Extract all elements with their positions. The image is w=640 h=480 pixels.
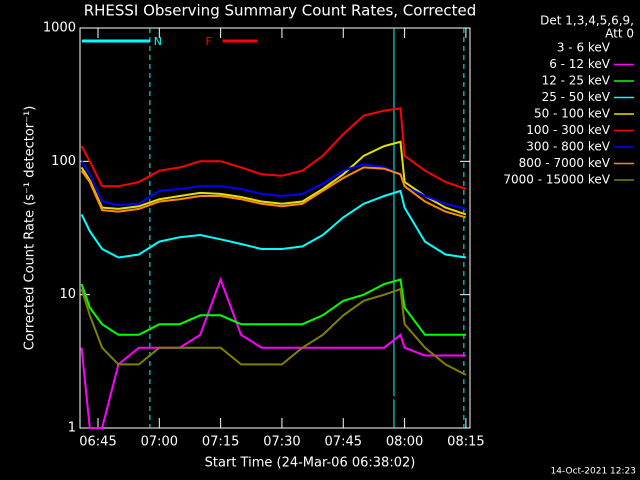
y-tick-label: 1000 bbox=[43, 21, 76, 36]
x-tick-label: 07:45 bbox=[325, 435, 362, 450]
legend-label: 25 - 50 keV bbox=[542, 90, 611, 104]
y-axis-label: Corrected Count Rate (s⁻¹ detector⁻¹) bbox=[23, 106, 38, 351]
legend-label: 300 - 800 keV bbox=[526, 140, 610, 154]
legend-title: Det 1,3,4,5,6,9, bbox=[540, 14, 634, 28]
legend-label: 7000 - 15000 keV bbox=[503, 173, 610, 187]
legend-label: 800 - 7000 keV bbox=[519, 156, 611, 170]
series-line bbox=[80, 140, 467, 216]
flag-label: F bbox=[205, 35, 211, 48]
x-tick-label: 07:30 bbox=[263, 435, 300, 450]
y-tick-label: 100 bbox=[51, 154, 76, 169]
series-line bbox=[80, 287, 467, 376]
x-tick-label: 07:00 bbox=[141, 435, 178, 450]
y-tick-label: 1 bbox=[68, 421, 76, 436]
series-line bbox=[80, 107, 467, 190]
series-line bbox=[80, 278, 466, 336]
legend-label: 50 - 100 keV bbox=[534, 107, 611, 121]
x-tick-label: 08:15 bbox=[447, 435, 484, 450]
x-tick-label: 07:15 bbox=[202, 435, 239, 450]
flag-label: N bbox=[154, 35, 162, 48]
legend-label: 3 - 6 keV bbox=[557, 41, 611, 55]
series-line bbox=[80, 189, 467, 259]
legend-label: 12 - 25 keV bbox=[542, 74, 611, 88]
legend-label: 6 - 12 keV bbox=[549, 57, 611, 71]
legend-label: 100 - 300 keV bbox=[526, 123, 610, 137]
x-tick-label: 08:00 bbox=[386, 435, 423, 450]
series-line bbox=[220, 386, 402, 406]
chart-title: RHESSI Observing Summary Count Rates, Co… bbox=[84, 2, 477, 20]
footer: 14-Oct-2021 12:23 bbox=[551, 467, 636, 477]
x-axis-label: Start Time (24-Mar-06 06:38:02) bbox=[205, 456, 416, 471]
plot-frame bbox=[79, 27, 471, 429]
series-line bbox=[80, 276, 466, 429]
legend-title: Att 0 bbox=[605, 27, 634, 41]
x-tick-label: 06:45 bbox=[79, 435, 116, 450]
y-tick-label: 10 bbox=[59, 287, 76, 302]
series-line bbox=[80, 166, 467, 219]
